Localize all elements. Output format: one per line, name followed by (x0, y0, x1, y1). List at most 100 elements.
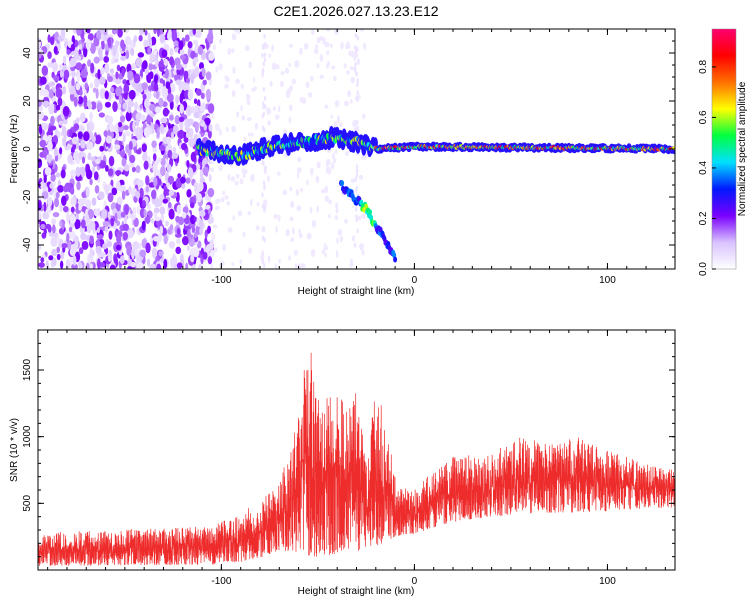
noise-blob (73, 49, 79, 60)
noise-blob (143, 209, 147, 218)
noise-blob (48, 103, 55, 115)
noise-blob (96, 102, 103, 112)
spectrogram-y-tick-label: 40 (22, 47, 33, 59)
noise-blob (62, 55, 67, 65)
noise-blob (139, 187, 144, 199)
noise-blob (196, 192, 202, 203)
noise-blob (192, 29, 197, 36)
noise-blob (47, 62, 54, 68)
noise-blob (155, 59, 160, 68)
faint-blob (330, 162, 335, 170)
noise-blob (139, 29, 145, 36)
streak-blob (356, 228, 359, 234)
noise-blob (60, 29, 66, 40)
noise-blob (47, 154, 52, 164)
noise-blob (127, 228, 134, 239)
noise-blob (73, 123, 80, 131)
noise-blob (138, 34, 143, 42)
noise-blob (104, 184, 110, 196)
noise-blob (199, 161, 203, 171)
noise-blob (61, 222, 65, 230)
faint-blob (335, 207, 339, 214)
streak-blob (356, 125, 359, 131)
faint-blob (328, 199, 333, 204)
noise-blob (77, 96, 84, 105)
noise-blob (59, 147, 63, 155)
snr-y-tick-label: 1500 (22, 358, 33, 381)
noise-blob (89, 263, 93, 269)
streak-blob (263, 52, 267, 58)
faint-blob (329, 43, 333, 48)
faint-blob (267, 120, 272, 126)
spectrogram-y-tick-label: 0 (22, 146, 33, 152)
noise-blob (122, 102, 128, 110)
noise-blob (76, 74, 81, 82)
noise-blob (116, 102, 121, 111)
noise-blob (56, 246, 61, 254)
noise-blob (162, 198, 169, 204)
noise-blob (116, 64, 121, 72)
noise-blob (201, 67, 206, 78)
faint-blob (324, 185, 329, 194)
noise-blob (103, 34, 108, 42)
streak-blob (355, 214, 358, 220)
noise-blob (38, 51, 42, 59)
snr-x-tick-label: -100 (211, 576, 231, 587)
streak-blob (262, 101, 265, 107)
noise-blob (191, 226, 196, 234)
faint-blob (231, 48, 235, 54)
noise-blob (43, 228, 47, 236)
faint-blob (234, 180, 239, 186)
noise-blob (117, 210, 123, 220)
colorbar-ticks: 0.0 0.2 0.4 0.6 0.8 (698, 28, 737, 276)
noise-blob (93, 37, 100, 47)
faint-blob (215, 66, 219, 73)
faint-blob (277, 105, 281, 113)
noise-blob (56, 235, 60, 244)
noise-blob (204, 195, 212, 201)
noise-blob (146, 115, 153, 124)
snr-x-tick-label: 0 (412, 576, 418, 587)
noise-blob (71, 263, 78, 269)
noise-blob (74, 219, 81, 229)
noise-blob (108, 230, 113, 240)
faint-blob (285, 228, 290, 237)
noise-blob (99, 88, 107, 99)
noise-blob (166, 93, 174, 103)
noise-blob (50, 236, 58, 247)
streak-blob (355, 119, 359, 125)
noise-blob (100, 67, 105, 75)
faint-blob (266, 107, 272, 116)
faint-blob (315, 44, 319, 50)
noise-blob (79, 112, 86, 123)
noise-blob (101, 40, 105, 50)
noise-blob (206, 32, 214, 44)
faint-blob (274, 263, 278, 269)
noise-blob (119, 184, 127, 194)
faint-blob (313, 48, 319, 55)
faint-blob (335, 202, 339, 209)
faint-blob (288, 116, 292, 124)
streak-blob (263, 207, 266, 213)
faint-blob (351, 235, 356, 242)
faint-blob (305, 81, 310, 88)
noise-blob (107, 76, 113, 83)
noise-blob (79, 89, 83, 96)
faint-blob (327, 60, 330, 67)
noise-blob (97, 48, 102, 56)
spectrogram-x-tick-label: 100 (599, 275, 616, 286)
noise-blob (115, 71, 119, 80)
noise-blob (96, 234, 104, 240)
noise-blob (150, 36, 157, 46)
faint-blob (290, 237, 295, 243)
noise-blob (152, 49, 158, 56)
faint-blob (295, 189, 300, 196)
faint-blob (239, 178, 244, 185)
faint-blob (267, 175, 270, 183)
noise-blob (124, 130, 131, 137)
noise-blob (131, 249, 135, 260)
noise-blob (40, 76, 47, 85)
noise-blob (89, 111, 94, 120)
noise-blob (121, 190, 126, 200)
faint-blob (299, 47, 303, 53)
